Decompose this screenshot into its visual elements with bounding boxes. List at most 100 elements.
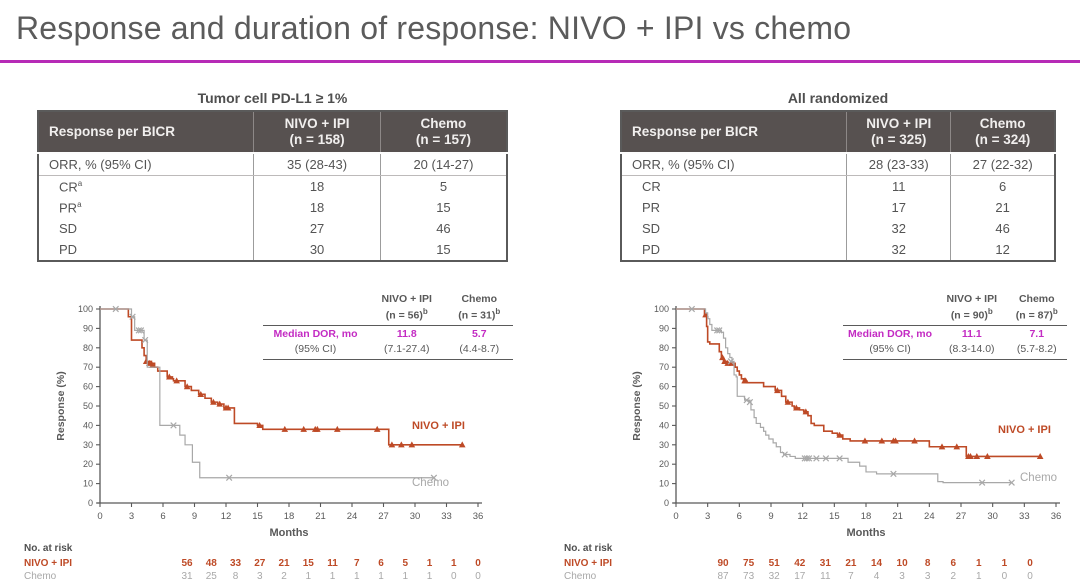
at-risk-row-label: Chemo bbox=[564, 571, 597, 581]
y-tick-label: 90 bbox=[83, 323, 93, 333]
table-row: PRa 18 15 bbox=[38, 196, 507, 218]
y-tick-label: 10 bbox=[659, 479, 669, 489]
y-tick-label: 90 bbox=[659, 323, 669, 333]
censor-mark-triangle bbox=[373, 425, 381, 432]
y-axis-label: Response (%) bbox=[55, 371, 67, 440]
y-tick-label: 30 bbox=[659, 440, 669, 450]
at-risk-value: 1 bbox=[354, 571, 360, 581]
cell-value: 32 bbox=[846, 238, 952, 261]
x-tick-label: 18 bbox=[861, 511, 872, 522]
censor-mark-triangle bbox=[458, 441, 466, 448]
censor-mark-triangle bbox=[892, 437, 899, 444]
x-tick-label: 27 bbox=[378, 511, 389, 522]
censor-mark-x bbox=[225, 474, 233, 482]
median-dor-row: Median DOR, mo 11.8 5.7 bbox=[273, 327, 487, 340]
y-axis-label: Response (%) bbox=[631, 371, 643, 440]
censor-mark-triangle bbox=[721, 357, 728, 364]
table-header-row: Response per BICR NIVO + IPI (n = 325) Ch… bbox=[621, 111, 1055, 154]
censor-mark-triangle bbox=[953, 443, 961, 450]
censor-mark-triangle bbox=[911, 437, 918, 444]
censor-mark-triangle bbox=[183, 383, 191, 390]
y-tick-label: 20 bbox=[659, 459, 669, 469]
cell-value: 32 bbox=[846, 217, 952, 239]
cell-value: 28 (23-33) bbox=[846, 152, 952, 176]
censor-mark-triangle bbox=[197, 390, 205, 397]
x-tick-label: 3 bbox=[705, 511, 710, 522]
row-label: SD bbox=[38, 217, 255, 239]
at-risk-value: 27 bbox=[254, 558, 266, 569]
at-risk-value: 90 bbox=[717, 558, 729, 569]
cell-value: 18 bbox=[253, 175, 381, 197]
at-risk-value: 2 bbox=[950, 571, 956, 581]
censor-mark-triangle bbox=[256, 422, 263, 428]
header-chemo: Chemo (n = 157) bbox=[380, 111, 507, 154]
censor-mark-triangle bbox=[314, 425, 321, 432]
km-curve-nivo-ipi bbox=[100, 308, 463, 446]
y-tick-label: 50 bbox=[83, 401, 93, 411]
cell-value: 12 bbox=[995, 241, 1010, 257]
censor-mark-triangle bbox=[216, 400, 223, 407]
y-tick-label: 70 bbox=[659, 362, 669, 372]
at-risk-value: 1 bbox=[305, 571, 311, 581]
censor-mark-x bbox=[746, 398, 754, 406]
cell-value: 11 bbox=[846, 175, 952, 197]
x-tick-label: 15 bbox=[252, 511, 263, 522]
inset-header-row: NIVO + IPI (n = 56)b Chemo (n = 31)b bbox=[263, 292, 513, 324]
row-label: PR bbox=[621, 196, 848, 218]
censor-mark-triangle bbox=[967, 453, 974, 460]
censor-mark-x bbox=[781, 451, 788, 458]
response-table-all-randomized: Response per BICR NIVO + IPI (n = 325) Ch… bbox=[620, 110, 1056, 262]
row-label: SD bbox=[621, 217, 848, 239]
x-tick-label: 36 bbox=[1051, 511, 1062, 522]
y-tick-label: 0 bbox=[88, 498, 93, 508]
censor-mark-x bbox=[743, 396, 750, 404]
at-risk-value: 75 bbox=[743, 558, 755, 569]
at-risk-value: 8 bbox=[233, 571, 239, 581]
censor-mark-x bbox=[716, 327, 723, 334]
header-nivo-ipi: NIVO + IPI (n = 325) bbox=[846, 111, 952, 154]
censor-mark-x bbox=[688, 305, 696, 313]
censor-mark-x bbox=[890, 470, 897, 478]
y-tick-label: 40 bbox=[659, 420, 669, 430]
x-tick-label: 24 bbox=[347, 511, 358, 522]
censor-mark-triangle bbox=[388, 441, 396, 448]
km-curve-chemo bbox=[676, 308, 1012, 484]
inset-header-chemo: Chemo (n = 31)b bbox=[458, 293, 501, 322]
censor-mark-triangle bbox=[210, 398, 217, 405]
y-tick-label: 80 bbox=[83, 343, 93, 353]
at-risk-value: 11 bbox=[820, 571, 831, 581]
x-tick-label: 6 bbox=[160, 511, 165, 522]
censor-mark-triangle bbox=[334, 425, 341, 432]
table-title-pdl1: Tumor cell PD-L1 ≥ 1% bbox=[197, 90, 348, 106]
censor-mark-x bbox=[713, 327, 721, 334]
cell-value: 30 bbox=[253, 238, 381, 261]
cell-value: 27 bbox=[253, 217, 381, 239]
at-risk-value: 87 bbox=[717, 571, 729, 581]
at-risk-row-label: NIVO + IPI bbox=[564, 558, 612, 569]
censor-mark-triangle bbox=[281, 425, 289, 432]
row-label: CR bbox=[621, 175, 848, 197]
inset-rule-bottom bbox=[263, 359, 513, 361]
dor-inset-table-all-randomized: NIVO + IPI (n = 90)b Chemo (n = 87)b Media… bbox=[843, 292, 1067, 361]
censor-mark-triangle bbox=[149, 361, 156, 368]
table-row: ORR, % (95% CI) 28 (23-33) 27 (22-32) bbox=[621, 152, 1055, 176]
row-label: ORR, % (95% CI) bbox=[621, 152, 848, 176]
table-row: PR 17 21 bbox=[621, 196, 1055, 218]
table-title-all-randomized: All randomized bbox=[787, 90, 889, 106]
table-row: SD 27 46 bbox=[38, 217, 507, 239]
at-risk-value: 1 bbox=[976, 558, 982, 569]
x-tick-label: 30 bbox=[410, 511, 421, 522]
cell-value: 21 bbox=[995, 199, 1010, 215]
slide-title: Response and duration of response: NIVO … bbox=[16, 10, 852, 46]
censor-mark-triangle bbox=[408, 441, 416, 448]
y-tick-label: 60 bbox=[83, 382, 93, 392]
cell-value: 46 bbox=[436, 220, 451, 236]
cell-value: 17 bbox=[846, 196, 952, 218]
censor-mark-triangle bbox=[938, 443, 946, 450]
inset-header-nivo: NIVO + IPI (n = 90)b bbox=[946, 293, 998, 322]
y-tick-label: 10 bbox=[83, 479, 93, 489]
table-row: CR 11 6 bbox=[621, 175, 1055, 197]
at-risk-value: 1 bbox=[402, 571, 408, 581]
header-chemo: Chemo (n = 324) bbox=[950, 111, 1055, 154]
panel-pdl1-positive: Tumor cell PD-L1 ≥ 1% Response per BICR … bbox=[24, 90, 513, 581]
